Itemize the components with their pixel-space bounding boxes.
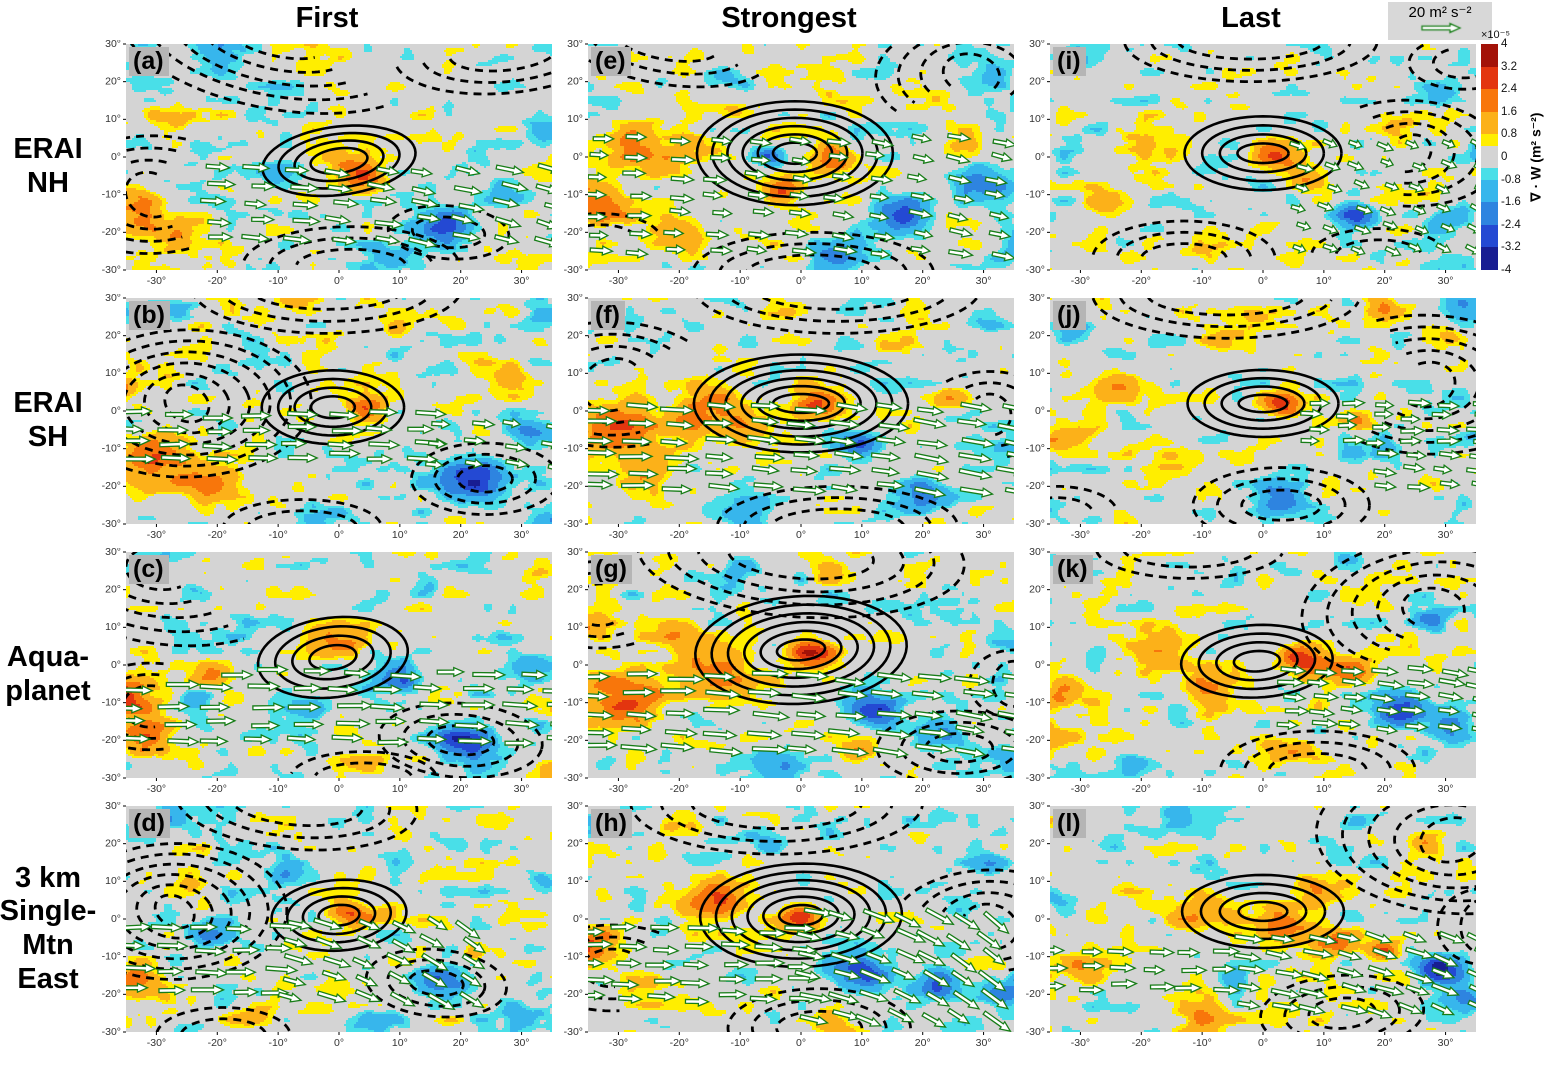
colorbar-segment [1481,89,1498,112]
panel-letter: (f) [591,301,625,331]
colorbar-segment [1481,168,1498,180]
colorbar-segment [1481,66,1498,90]
panel-k: (k) [1020,548,1482,802]
colorbar-multiplier: ×10⁻⁵ [1481,29,1511,41]
panel-g: (g) [558,548,1020,802]
panel-d: (d) [96,802,558,1056]
panel-c: (c) [96,548,558,802]
panel-canvas [558,40,1020,294]
panel-letter: (l) [1053,809,1086,839]
quiver-key-arrow-icon [1416,21,1464,35]
row-label-erai-sh: ERAI SH [13,387,83,453]
colorbar-tick-label: 1.6 [1501,105,1517,118]
panel-a: (a) [96,40,558,294]
column-title-strongest: Strongest [721,2,857,34]
panel-letter: (i) [1053,47,1086,77]
colorbar-tick-label: -4 [1501,264,1512,276]
panel-letter: (b) [129,301,170,331]
column-title-first: First [295,2,359,34]
colorbar-tick-label: -1.6 [1501,196,1521,209]
colorbar-segment [1481,44,1498,67]
colorbar-segment [1481,202,1498,225]
panel-b: (b) [96,294,558,548]
panel-letter: (k) [1053,555,1093,585]
panel-canvas [1020,294,1482,548]
colorbar-segment [1481,179,1498,203]
panel-letter: (a) [129,47,169,77]
panel-grid: ERAI NH (a) (e) (i) ERAI SH (b) (f) (j) … [0,40,1547,1056]
panel-letter: (d) [129,809,170,839]
colorbar-axis-label: ∇ · W (m² s⁻²) [1527,112,1544,202]
panel-canvas [558,548,1020,802]
panel-canvas [558,802,1020,1056]
colorbar-segment [1481,111,1498,135]
colorbar [1481,44,1498,270]
colorbar-tick-label: -2.4 [1501,218,1521,231]
panel-j: (j) [1020,294,1482,548]
panel-h: (h) [558,802,1020,1056]
panel-canvas [96,40,558,294]
panel-canvas [96,802,558,1056]
panel-f: (f) [558,294,1020,548]
panel-letter: (h) [591,809,632,839]
panel-i: (i) [1020,40,1482,294]
panel-canvas [96,294,558,548]
panel-canvas [1020,548,1482,802]
colorbar-tick-labels: 4 3.2 2.4 1.6 0.8 0 -0.8 -1.6 -2.4 -3.2 -4 [1501,38,1541,276]
colorbar-segment [1481,247,1498,270]
panel-letter: (j) [1053,301,1086,331]
column-title-last: Last [1221,2,1281,34]
colorbar-segment [1481,134,1498,146]
colorbar-tick-label: -3.2 [1501,241,1521,254]
panel-canvas [558,294,1020,548]
colorbar-tick-label: 2.4 [1501,83,1517,96]
panel-letter: (g) [591,555,632,585]
quiver-key-label: 20 m² s⁻² [1408,4,1472,21]
column-header-row: First Strongest Last [0,0,1547,40]
panel-canvas [96,548,558,802]
quiver-key-box: 20 m² s⁻² [1388,2,1492,40]
panel-canvas [1020,802,1482,1056]
colorbar-segment [1481,145,1498,169]
colorbar-tick-label: 0 [1501,151,1508,163]
colorbar-segment [1481,224,1498,248]
panel-letter: (c) [129,555,169,585]
colorbar-tick-label: -0.8 [1501,173,1521,186]
colorbar-tick-label: 4 [1501,38,1508,50]
header-spacer [0,0,96,40]
colorbar-tick-label: 0.8 [1501,128,1517,141]
colorbar-tick-label: 3.2 [1501,60,1517,73]
panel-l: (l) [1020,802,1482,1056]
panel-letter: (e) [591,47,631,77]
panel-e: (e) [558,40,1020,294]
row-label-aquaplanet: Aqua- planet [5,641,91,707]
row-label-erai-nh: ERAI NH [13,133,83,199]
row-label-3km-single-mtn-east: 3 km Single- Mtn East [0,861,97,995]
panel-canvas [1020,40,1482,294]
